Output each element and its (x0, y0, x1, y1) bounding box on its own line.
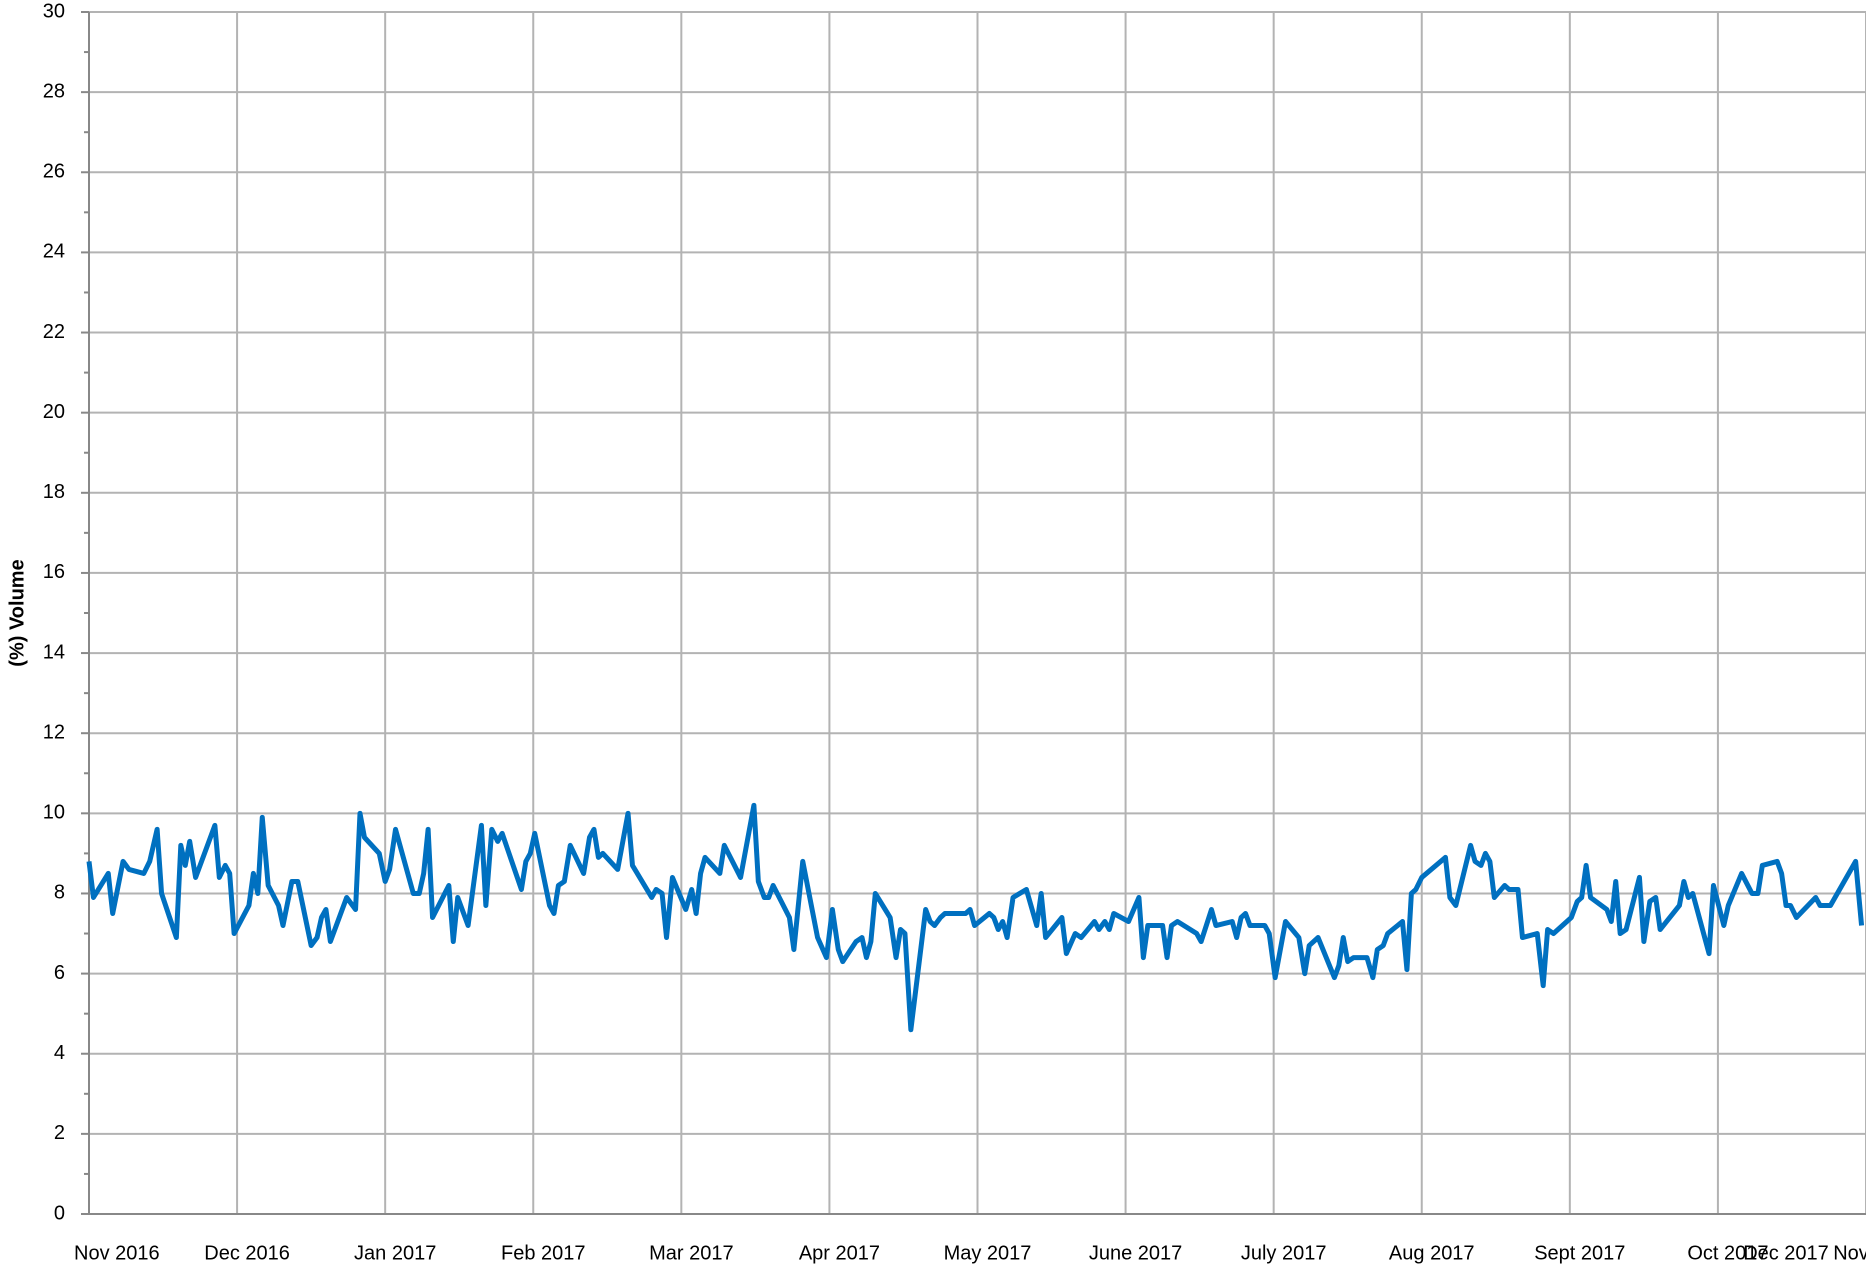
x-tick-label: Apr 2017 (799, 1242, 880, 1264)
y-tick-label: 2 (54, 1122, 65, 1144)
data-line (86, 802, 1865, 1033)
y-tick-label: 0 (54, 1202, 65, 1224)
x-tick-label: Sept 2017 (1534, 1242, 1625, 1264)
y-tick-label: 24 (43, 241, 65, 263)
x-tick-label: Dec 2017 (1743, 1242, 1829, 1264)
y-tick-label: 30 (43, 0, 65, 22)
y-tick-label: 10 (43, 802, 65, 824)
y-tick-label: 4 (54, 1042, 65, 1064)
x-tick-label: July 2017 (1241, 1242, 1327, 1264)
y-tick-label: 6 (54, 962, 65, 984)
x-tick-label: Aug 2017 (1389, 1242, 1475, 1264)
x-tick-label: Jan 2017 (354, 1242, 436, 1264)
y-tick-label: 26 (43, 161, 65, 183)
x-tick-label: Mar 2017 (649, 1242, 734, 1264)
y-axis-label: (%) Volume (6, 559, 28, 666)
x-tick-label: Nov 2017 (1833, 1242, 1866, 1264)
y-tick-label: 28 (43, 80, 65, 102)
y-tick-label: 14 (43, 641, 65, 663)
x-tick-label: Nov 2016 (74, 1242, 160, 1264)
x-tick-label: Feb 2017 (501, 1242, 586, 1264)
y-tick-label: 18 (43, 481, 65, 503)
x-tick-label: Dec 2016 (204, 1242, 290, 1264)
y-tick-label: 16 (43, 561, 65, 583)
y-tick-label: 8 (54, 882, 65, 904)
x-tick-label: Oct 2017 (1687, 1242, 1768, 1264)
y-tick-label: 12 (43, 721, 65, 743)
x-tick-label: June 2017 (1089, 1242, 1182, 1264)
y-tick-label: 20 (43, 401, 65, 423)
y-tick-label: 22 (43, 321, 65, 343)
x-tick-label: May 2017 (944, 1242, 1032, 1264)
